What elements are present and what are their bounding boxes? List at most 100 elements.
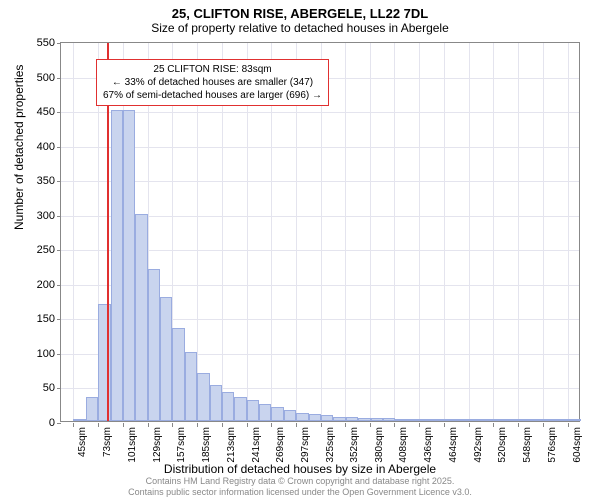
annotation-line: 25 CLIFTON RISE: 83sqm [103,63,322,76]
histogram-bar [556,419,568,421]
x-tick-mark [148,423,149,427]
annotation-line: ← 33% of detached houses are smaller (34… [103,76,322,89]
y-tick-mark [57,250,61,251]
gridline-h [61,181,579,182]
gridline-v [345,43,346,421]
histogram-bar [259,404,271,421]
x-tick-label: 604sqm [572,427,583,463]
x-tick-mark [493,423,494,427]
x-tick-label: 45sqm [77,427,88,457]
x-tick-mark [197,423,198,427]
gridline-v [518,43,519,421]
y-tick-mark [57,112,61,113]
histogram-bar [395,419,407,421]
x-tick-mark [172,423,173,427]
histogram-bar [160,297,172,421]
histogram-bar [309,414,321,421]
x-tick-label: 269sqm [275,427,286,463]
x-tick-mark [296,423,297,427]
chart-title: 25, CLIFTON RISE, ABERGELE, LL22 7DL [0,0,600,21]
histogram-bar [296,413,308,421]
y-tick-mark [57,43,61,44]
x-tick-label: 548sqm [522,427,533,463]
gridline-v [394,43,395,421]
gridline-v [444,43,445,421]
x-tick-label: 325sqm [325,427,336,463]
y-tick-mark [57,423,61,424]
histogram-bar [544,419,556,421]
y-tick-mark [57,285,61,286]
histogram-bar [333,417,345,421]
histogram-bar [123,110,135,421]
y-tick-mark [57,319,61,320]
y-tick-label: 0 [25,417,55,429]
histogram-bar [569,419,581,421]
histogram-bar [408,419,420,421]
x-tick-label: 576sqm [547,427,558,463]
y-tick-label: 150 [25,313,55,325]
histogram-bar [358,418,370,421]
histogram-bar [148,269,160,421]
y-tick-label: 250 [25,244,55,256]
gridline-v [419,43,420,421]
annotation-line: 67% of semi-detached houses are larger (… [103,89,322,102]
gridline-v [469,43,470,421]
histogram-bar [420,419,432,421]
histogram-bar [222,392,234,421]
x-tick-mark [73,423,74,427]
x-tick-label: 241sqm [251,427,262,463]
x-tick-mark [394,423,395,427]
x-tick-mark [518,423,519,427]
x-tick-mark [568,423,569,427]
gridline-v [493,43,494,421]
y-tick-label: 50 [25,382,55,394]
x-tick-mark [123,423,124,427]
x-tick-mark [98,423,99,427]
x-tick-label: 129sqm [152,427,163,463]
histogram-bar [494,419,506,421]
gridline-v [73,43,74,421]
histogram-bar [383,418,395,421]
x-tick-label: 185sqm [201,427,212,463]
gridline-h [61,112,579,113]
chart-area: 05010015020025030035040045050055045sqm73… [60,42,580,422]
caption-line-1: Contains HM Land Registry data © Crown c… [0,476,600,487]
x-tick-label: 101sqm [127,427,138,463]
histogram-bar [346,417,358,421]
x-tick-mark [345,423,346,427]
x-tick-label: 520sqm [497,427,508,463]
x-tick-mark [543,423,544,427]
histogram-bar [482,419,494,421]
histogram-bar [271,407,283,421]
caption-line-2: Contains public sector information licen… [0,487,600,498]
y-tick-mark [57,78,61,79]
y-tick-label: 100 [25,348,55,360]
x-tick-mark [419,423,420,427]
histogram-bar [210,385,222,421]
annotation-box: 25 CLIFTON RISE: 83sqm← 33% of detached … [96,59,329,106]
x-tick-label: 408sqm [398,427,409,463]
histogram-bar [432,419,444,421]
plot-area: 05010015020025030035040045050055045sqm73… [60,42,580,422]
x-tick-mark [444,423,445,427]
x-tick-label: 73sqm [102,427,113,457]
y-tick-label: 400 [25,141,55,153]
histogram-bar [519,419,531,421]
histogram-bar [445,419,457,421]
histogram-bar [470,419,482,421]
gridline-h [61,147,579,148]
y-tick-label: 350 [25,175,55,187]
gridline-v [543,43,544,421]
histogram-bar [135,214,147,421]
x-tick-mark [370,423,371,427]
histogram-bar [247,400,259,421]
caption: Contains HM Land Registry data © Crown c… [0,476,600,498]
x-axis-label: Distribution of detached houses by size … [0,462,600,476]
x-tick-label: 492sqm [473,427,484,463]
x-tick-label: 352sqm [349,427,360,463]
histogram-bar [284,410,296,421]
histogram-bar [172,328,184,421]
x-tick-label: 213sqm [226,427,237,463]
y-tick-label: 550 [25,37,55,49]
x-tick-label: 157sqm [176,427,187,463]
